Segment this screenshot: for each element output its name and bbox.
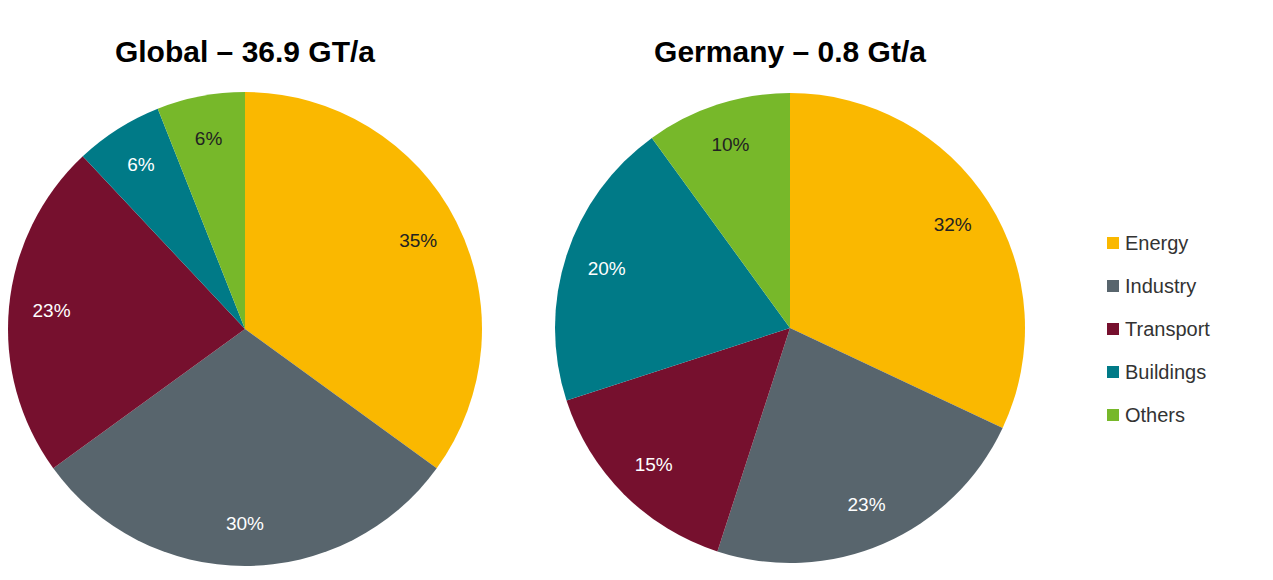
pie-slice [652, 93, 790, 328]
legend-label: Transport [1125, 318, 1210, 340]
data-label: 35% [399, 230, 437, 251]
slices [555, 93, 1025, 563]
data-label: 23% [848, 494, 886, 515]
chart-canvas: Global – 36.9 GT/a 35% 30% 23% 6% 6% Germany –… [0, 0, 1273, 580]
data-label: 30% [226, 513, 264, 534]
pie-chart: Global – 36.9 GT/a 35% 30% 23% 6% 6% [8, 35, 482, 566]
legend-label: Others [1125, 404, 1185, 426]
legend-item: Industry [1107, 275, 1196, 297]
legend-swatch [1107, 237, 1119, 249]
chart-title: Germany – 0.8 Gt/a [654, 35, 926, 68]
legend-item: Energy [1107, 232, 1188, 254]
legend-swatch [1107, 323, 1119, 335]
data-label: 6% [195, 128, 223, 149]
legend-swatch [1107, 366, 1119, 378]
legend-item: Transport [1107, 318, 1210, 340]
chart-title: Global – 36.9 GT/a [115, 35, 375, 68]
data-labels: 32% 23% 15% 20% 10% [588, 134, 972, 515]
data-label: 10% [711, 134, 749, 155]
legend-label: Industry [1125, 275, 1196, 297]
legend-item: Buildings [1107, 361, 1206, 383]
data-label: 32% [934, 214, 972, 235]
data-label: 6% [127, 154, 155, 175]
pie-chart: Germany – 0.8 Gt/a 32% 23% 15% 20% 10% [555, 35, 1025, 563]
data-labels: 35% 30% 23% 6% 6% [33, 128, 438, 534]
legend-swatch [1107, 280, 1119, 292]
legend-swatch [1107, 409, 1119, 421]
legend-label: Buildings [1125, 361, 1206, 383]
data-label: 23% [33, 300, 71, 321]
legend: Energy Industry Transport Buildings Others [1107, 232, 1210, 426]
slices [8, 92, 482, 566]
data-label: 15% [635, 454, 673, 475]
legend-label: Energy [1125, 232, 1188, 254]
legend-item: Others [1107, 404, 1185, 426]
pie-slice [158, 92, 245, 329]
data-label: 20% [588, 258, 626, 279]
